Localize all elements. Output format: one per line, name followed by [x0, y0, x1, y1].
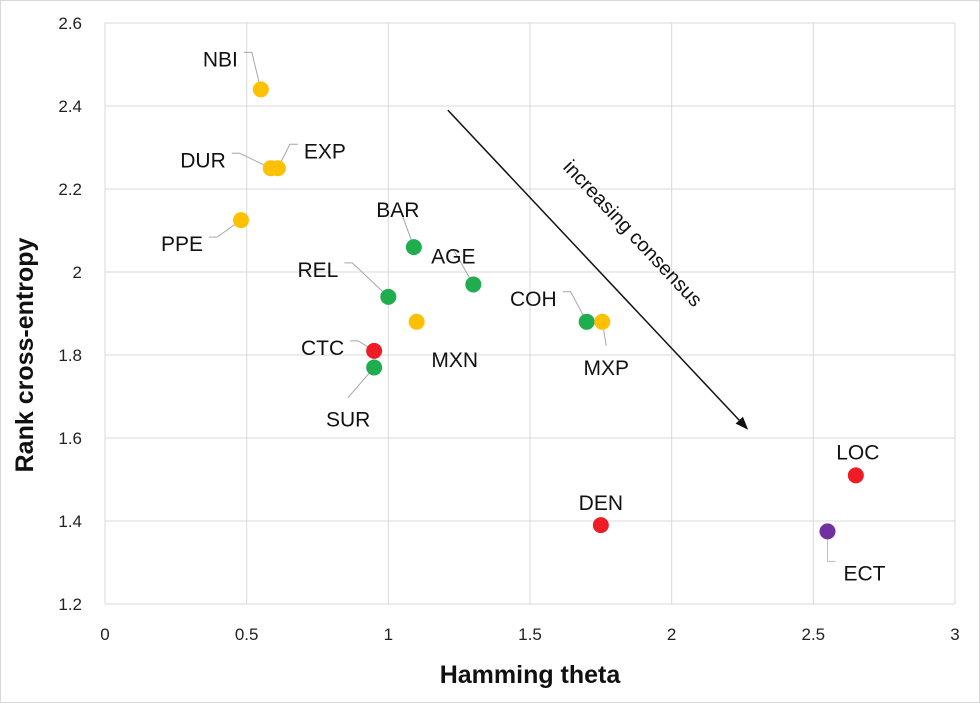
- point-label-exp: EXP: [304, 140, 346, 163]
- consensus-arrow: [447, 109, 740, 421]
- leader-line: [231, 152, 271, 169]
- annotation-arrow-group: increasing consensus: [447, 109, 749, 430]
- data-point-mxp: [594, 313, 611, 330]
- data-point-ppe: [233, 212, 249, 229]
- point-label-nbi: NBI: [203, 48, 238, 71]
- point-label-mxn: MXN: [431, 349, 478, 372]
- data-points: [233, 81, 864, 540]
- x-tick-label: 2: [667, 625, 676, 644]
- point-label-rel: REL: [297, 259, 338, 282]
- data-point-exp: [269, 160, 286, 177]
- grid: [104, 22, 956, 605]
- data-point-rel: [380, 288, 397, 305]
- tick-labels: 1.2 1.4 1.6 1.8 2 2.2 2.4 2.6 0 0.5 1 1.5 2 2.5 3: [58, 14, 959, 644]
- point-label-age: AGE: [431, 245, 475, 268]
- y-tick-label: 2.4: [58, 97, 82, 116]
- point-label-ppe: PPE: [161, 233, 203, 256]
- point-label-loc: LOC: [836, 441, 879, 464]
- y-tick-label: 1.8: [58, 346, 82, 365]
- point-label-ect: ECT: [844, 562, 886, 585]
- y-tick-label: 1.4: [58, 512, 82, 531]
- data-point-sur: [366, 359, 383, 376]
- y-tick-label: 1.2: [58, 595, 82, 614]
- point-label-sur: SUR: [326, 408, 370, 431]
- leader-line: [209, 219, 242, 238]
- y-tick-label: 2.2: [58, 180, 82, 199]
- leader-line: [344, 262, 389, 298]
- data-point-age: [465, 276, 482, 293]
- data-point-ect: [819, 523, 836, 540]
- data-point-coh: [578, 313, 595, 330]
- data-point-ctc: [366, 342, 383, 359]
- arrow-head-icon: [735, 416, 749, 430]
- point-label-mxp: MXP: [583, 357, 629, 380]
- y-axis-label: Rank cross-entropy: [11, 238, 39, 473]
- data-point-bar: [405, 239, 422, 256]
- data-point-nbi: [252, 81, 269, 98]
- y-tick-label: 2.6: [58, 14, 82, 33]
- y-tick-label: 1.6: [58, 429, 82, 448]
- leader-line: [827, 531, 836, 562]
- x-tick-label: 0.5: [235, 625, 259, 644]
- point-label-ctc: CTC: [301, 337, 344, 360]
- x-axis-label: Hamming theta: [440, 661, 622, 689]
- leader-line: [277, 143, 298, 169]
- leader-line: [562, 291, 588, 323]
- point-label-den: DEN: [579, 492, 623, 515]
- x-tick-label: 1.5: [518, 625, 542, 644]
- x-tick-label: 0: [100, 625, 109, 644]
- x-tick-label: 2.5: [802, 625, 826, 644]
- data-point-loc: [847, 467, 864, 484]
- data-point-den: [592, 517, 609, 534]
- x-tick-label: 1: [384, 625, 393, 644]
- point-label-bar: BAR: [376, 199, 419, 222]
- leader-line: [243, 51, 262, 90]
- point-labels: NBI DUR EXP PPE BAR AGE REL MXN CTC SUR COH MXP DEN L…: [161, 48, 886, 585]
- y-tick-label: 2: [73, 263, 82, 282]
- point-label-coh: COH: [510, 288, 557, 311]
- point-label-dur: DUR: [180, 149, 226, 172]
- arrow-annotation-label: increasing consensus: [558, 156, 706, 311]
- data-point-mxn: [408, 313, 425, 330]
- x-tick-label: 3: [950, 625, 959, 644]
